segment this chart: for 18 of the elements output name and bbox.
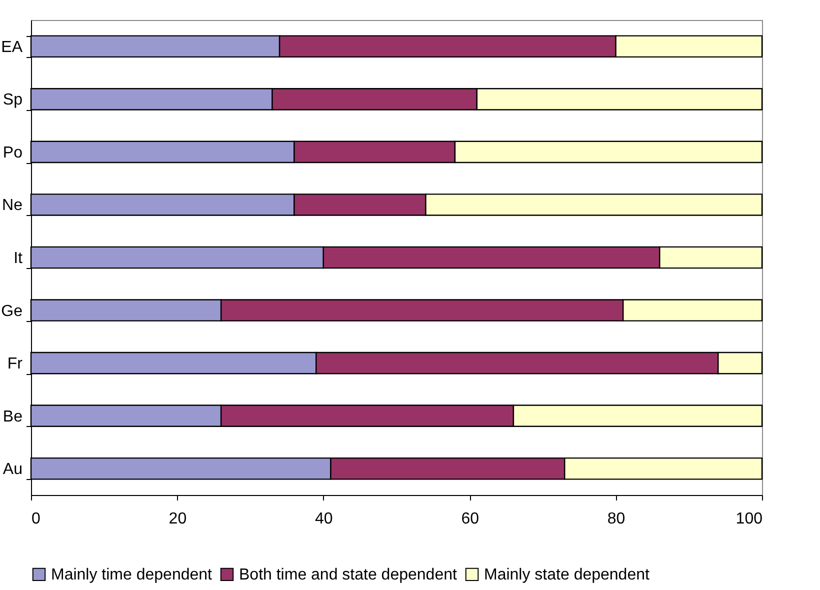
y-tick-label: Ne [2, 197, 23, 214]
legend-label: Mainly state dependent [484, 566, 650, 584]
y-tick-label: EA [1, 38, 23, 56]
legend-label: Mainly time dependent [51, 566, 213, 584]
x-tick-label: 100 [736, 510, 763, 528]
x-tick-label: 40 [315, 510, 333, 528]
y-tick-label: Be [2, 408, 23, 426]
x-tick-label: 20 [168, 510, 187, 528]
y-tick-label: Fr [7, 356, 24, 373]
y-tick-label: Ge [1, 302, 23, 320]
x-tick-label: 0 [32, 510, 40, 528]
y-tick-label: It [14, 250, 24, 267]
y-tick-label: Au [2, 461, 22, 478]
y-tick-label: Po [2, 144, 23, 162]
x-tick-label: 80 [607, 510, 626, 528]
x-tick-label: 60 [461, 510, 480, 528]
y-tick-label: Sp [2, 92, 23, 109]
legend-label: Both time and state dependent [239, 566, 458, 584]
